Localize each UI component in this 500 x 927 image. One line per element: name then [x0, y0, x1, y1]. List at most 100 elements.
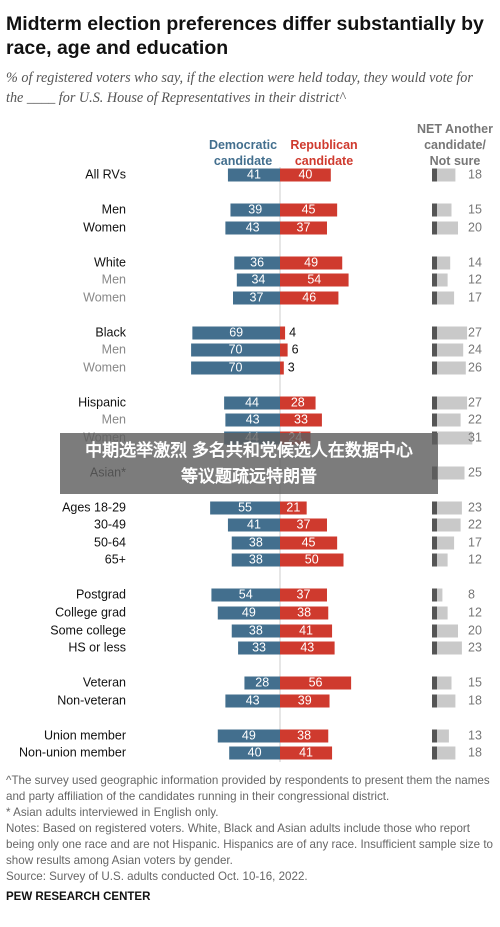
value-label: 27	[468, 395, 482, 409]
bar	[432, 501, 462, 515]
category-label: Some college	[50, 623, 126, 637]
bar	[280, 536, 338, 550]
value-label: 28	[255, 675, 269, 689]
bar-accent	[432, 676, 437, 690]
bar	[225, 221, 280, 235]
bar	[432, 466, 465, 480]
value-label: 33	[252, 640, 266, 654]
bar-accent	[432, 273, 437, 287]
note: * Asian adults interviewed in English on…	[6, 806, 219, 819]
value-label: 34	[251, 272, 265, 286]
value-label: 44	[245, 395, 259, 409]
value-label: 6	[292, 342, 299, 356]
category-label: Men	[102, 342, 126, 356]
value-label: 23	[468, 640, 482, 654]
bar-accent	[432, 641, 437, 655]
bar-accent	[432, 501, 437, 515]
bar	[432, 413, 461, 427]
value-label: 39	[298, 693, 312, 707]
category-label: Hispanic	[78, 395, 126, 409]
note: Source: Survey of U.S. adults conducted …	[6, 870, 308, 883]
value-label: 40	[298, 167, 312, 181]
category-label: Men	[102, 272, 126, 286]
bar	[280, 641, 335, 655]
value-label: 38	[249, 623, 263, 637]
value-label: 41	[247, 517, 261, 531]
value-label: 49	[242, 605, 256, 619]
value-label: 28	[291, 395, 305, 409]
value-label: 26	[468, 360, 482, 374]
bar	[229, 746, 280, 760]
bar-accent	[432, 413, 437, 427]
bar	[244, 676, 280, 690]
bar-accent	[432, 361, 437, 375]
bar	[234, 256, 280, 270]
value-label: 37	[297, 587, 311, 601]
value-label: 21	[286, 500, 300, 514]
bar	[280, 501, 307, 515]
chart-title: Midterm election preferences differ subs…	[6, 13, 484, 59]
value-label: 12	[468, 552, 482, 566]
value-label: 24	[468, 342, 482, 356]
category-label: Non-veteran	[57, 693, 126, 707]
bar	[217, 729, 280, 743]
value-label: 8	[468, 587, 475, 601]
value-label: 39	[248, 202, 262, 216]
value-label: 12	[468, 605, 482, 619]
bar	[280, 676, 352, 690]
value-label: 20	[468, 220, 482, 234]
legend-entry: Republican candidate	[290, 138, 358, 168]
bar	[280, 518, 327, 532]
bar	[280, 413, 322, 427]
category-label: Ages 18-29	[62, 500, 126, 514]
value-label: 70	[229, 342, 243, 356]
value-label: 49	[242, 728, 256, 742]
bar	[432, 343, 464, 357]
value-label: 49	[304, 255, 318, 269]
bar	[280, 326, 286, 340]
category-label: Women	[83, 360, 126, 374]
category-label: 50-64	[94, 535, 126, 549]
category-label: Women	[83, 290, 126, 304]
value-label: 18	[468, 745, 482, 759]
bar	[280, 343, 288, 357]
value-label: 45	[302, 535, 316, 549]
category-label: Black	[95, 325, 126, 339]
bar	[432, 221, 458, 235]
bar	[225, 694, 280, 708]
bar	[236, 273, 280, 287]
bar	[225, 413, 280, 427]
bar	[432, 624, 458, 638]
bar	[432, 326, 468, 340]
value-label: 27	[468, 325, 482, 339]
value-label: 20	[468, 623, 482, 637]
value-label: 43	[246, 412, 260, 426]
value-label: 38	[297, 728, 311, 742]
bar	[280, 624, 333, 638]
bar	[432, 291, 455, 305]
bar-accent	[432, 624, 437, 638]
bar-accent	[432, 694, 437, 708]
bar	[231, 536, 280, 550]
value-label: 12	[468, 272, 482, 286]
bar	[192, 326, 280, 340]
value-label: 15	[468, 202, 482, 216]
value-label: 18	[468, 167, 482, 181]
note: ^The survey used geographic information …	[6, 774, 490, 803]
value-label: 17	[468, 535, 482, 549]
category-label: 30-49	[94, 517, 126, 531]
bar	[432, 746, 456, 760]
note: Notes: Based on registered voters. White…	[6, 822, 493, 867]
bar-accent	[432, 203, 437, 217]
bar	[231, 553, 280, 567]
value-label: 54	[307, 272, 321, 286]
bar	[432, 536, 455, 550]
bar	[280, 256, 343, 270]
bar-accent	[432, 536, 437, 550]
value-label: 17	[468, 290, 482, 304]
bar-accent	[432, 553, 437, 567]
bar-accent	[432, 606, 437, 620]
value-label: 41	[299, 745, 313, 759]
bar	[432, 588, 443, 602]
